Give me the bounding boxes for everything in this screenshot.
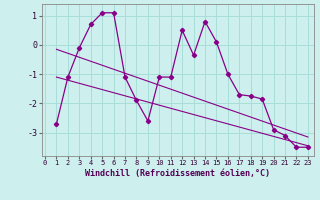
X-axis label: Windchill (Refroidissement éolien,°C): Windchill (Refroidissement éolien,°C) [85,169,270,178]
